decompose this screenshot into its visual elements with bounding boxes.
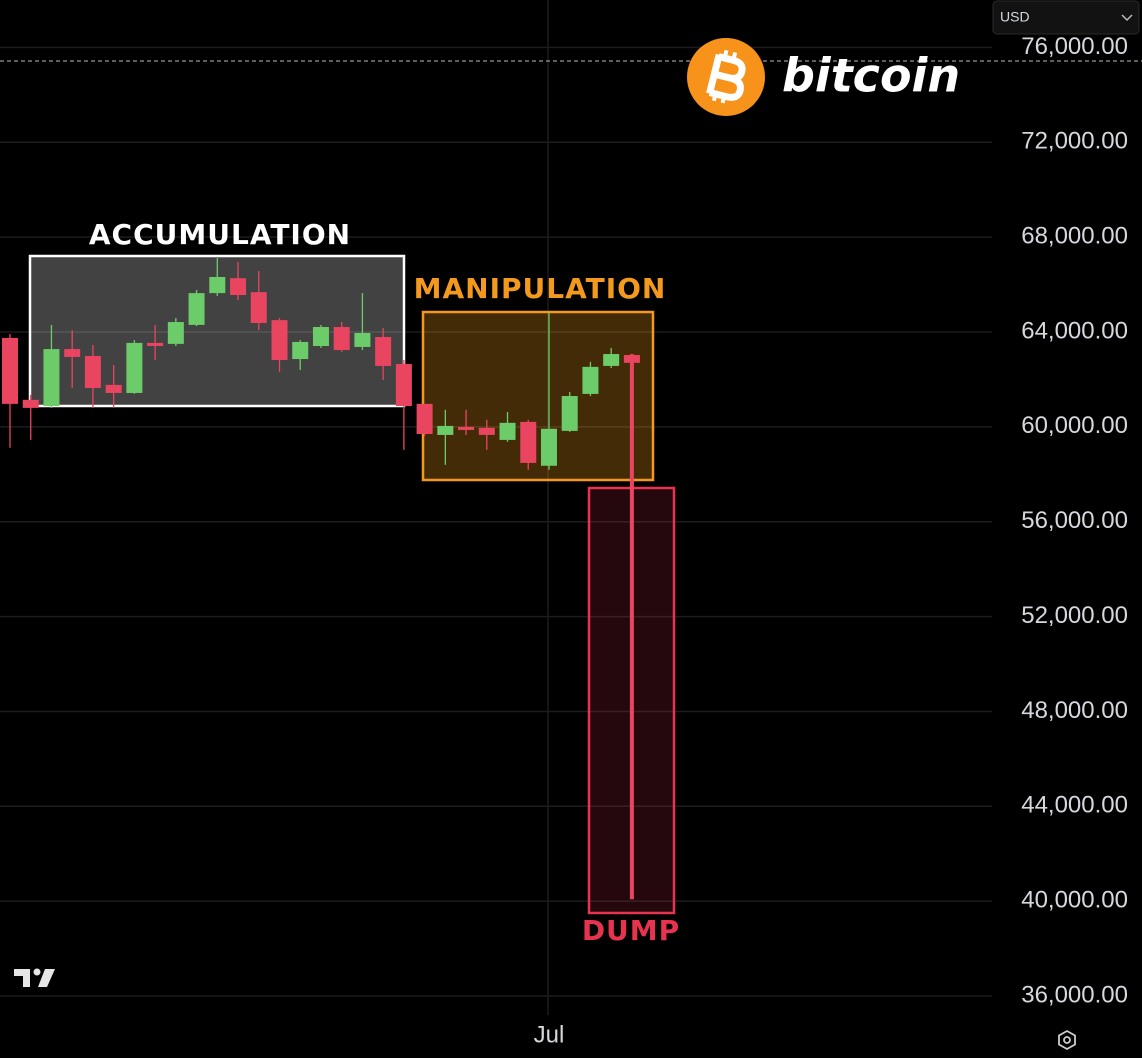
grid	[0, 46, 992, 997]
y-tick-label: 48,000.00	[1021, 697, 1128, 724]
logo-part	[38, 969, 55, 987]
y-tick-label: 60,000.00	[1021, 412, 1128, 439]
candle-body	[312, 327, 329, 347]
annotation-label: MANIPULATION	[414, 272, 667, 305]
candle-body	[271, 320, 288, 360]
candle-body	[250, 292, 267, 323]
candle-body	[437, 425, 454, 435]
candle-body	[84, 355, 101, 388]
candle-body	[126, 342, 143, 393]
candle-body	[2, 337, 18, 404]
annotation-label: ACCUMULATION	[89, 218, 351, 251]
logo-text: bitcoin	[782, 49, 960, 103]
candle-body	[478, 427, 495, 435]
y-tick-label: 52,000.00	[1021, 602, 1128, 629]
y-tick-label: 40,000.00	[1021, 887, 1128, 914]
candle-body	[603, 354, 620, 366]
settings-icon[interactable]	[1058, 1029, 1076, 1051]
candle-body	[623, 355, 640, 363]
candle-body	[354, 332, 371, 347]
y-tick-label: 72,000.00	[1021, 128, 1128, 155]
candle-body	[22, 399, 39, 408]
candle-body	[375, 336, 392, 366]
annotation-label: DUMP	[582, 914, 680, 947]
candle-body	[64, 349, 81, 357]
candle-body	[333, 327, 350, 351]
candle-body	[540, 428, 557, 466]
y-tick-label: 76,000.00	[1021, 33, 1128, 60]
y-tick-label: 64,000.00	[1021, 317, 1128, 344]
candle-body	[188, 293, 205, 325]
selector-box[interactable]	[992, 0, 1140, 35]
candle-body	[499, 422, 516, 440]
y-tick-label: 68,000.00	[1021, 222, 1128, 249]
annotation-box	[421, 310, 655, 482]
candle-body	[209, 276, 226, 294]
candles	[2, 258, 640, 900]
candle-body	[582, 366, 599, 394]
y-tick-label: 44,000.00	[1021, 792, 1128, 819]
chevron[interactable]	[1121, 14, 1133, 22]
selector-label[interactable]: USD	[1000, 9, 1030, 25]
logo-part	[14, 969, 30, 987]
candle-body	[561, 396, 578, 431]
candle-body	[167, 322, 184, 344]
x-tick-label: Jul	[534, 1021, 565, 1048]
candle-body	[105, 384, 122, 393]
candle-body	[292, 341, 309, 360]
y-tick-label: 56,000.00	[1021, 507, 1128, 534]
logo-part	[33, 968, 41, 976]
candle-body	[230, 278, 247, 296]
candle-body	[416, 403, 433, 434]
tradingview-logo	[14, 968, 55, 987]
settings-dot[interactable]	[1063, 1036, 1071, 1044]
bitcoin-logo: bitcoin	[687, 38, 960, 116]
settings-hex[interactable]	[1058, 1029, 1076, 1051]
y-tick-label: 36,000.00	[1021, 981, 1128, 1008]
candle-body	[43, 349, 60, 406]
candle-body	[458, 426, 475, 430]
candle-body	[395, 364, 412, 406]
candle-body	[147, 342, 164, 347]
logo-symbol	[706, 49, 746, 104]
currency-selector[interactable]: USD	[992, 0, 1140, 35]
candle-body	[520, 421, 537, 463]
labels: 36,000.00 40,000.00 44,000.00 48,000.00 52,0…	[89, 33, 1128, 1049]
